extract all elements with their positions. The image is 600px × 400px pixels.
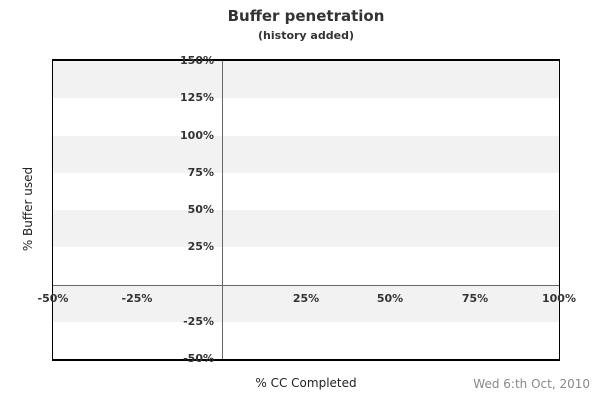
x-tick-label: 50% [376, 292, 404, 305]
x-tick-label: -25% [121, 292, 153, 305]
chart-subtitle: (history added) [258, 29, 354, 42]
plot-area: 150% 125% 100% 75% 50% 25% -25% -50% -50% -25% 25%… [38, 54, 576, 365]
y-tick-label: 100% [180, 129, 214, 142]
grid-band-plain [53, 321, 559, 359]
grid-band-shaded [53, 284, 559, 322]
y-tick-label: -25% [183, 315, 214, 328]
grid-band-plain [53, 172, 559, 210]
grid-band-plain [53, 247, 559, 285]
x-tick-label: 75% [461, 292, 489, 305]
y-tick-label: 75% [187, 166, 214, 179]
grid-band-plain [53, 98, 559, 136]
x-tick-label: 100% [542, 292, 576, 305]
y-tick-label: 150% [180, 54, 214, 67]
y-tick-label: 50% [187, 203, 214, 216]
y-tick-label: 125% [180, 91, 214, 104]
x-tick-label: 25% [292, 292, 320, 305]
grid-band-shaded [53, 210, 559, 248]
date-label: Wed 6:th Oct, 2010 [473, 377, 590, 391]
y-zero-axis-line [222, 61, 223, 359]
y-tick-label: 25% [187, 240, 214, 253]
x-axis-title: % CC Completed [255, 376, 357, 390]
y-tick-label: -50% [183, 352, 214, 365]
y-axis-title: % Buffer used [21, 166, 35, 252]
x-tick-label: -50% [37, 292, 69, 305]
x-zero-axis-line [53, 285, 559, 286]
grid-band-shaded [53, 61, 559, 99]
grid-band-shaded [53, 135, 559, 173]
chart-title: Buffer penetration [227, 7, 385, 25]
